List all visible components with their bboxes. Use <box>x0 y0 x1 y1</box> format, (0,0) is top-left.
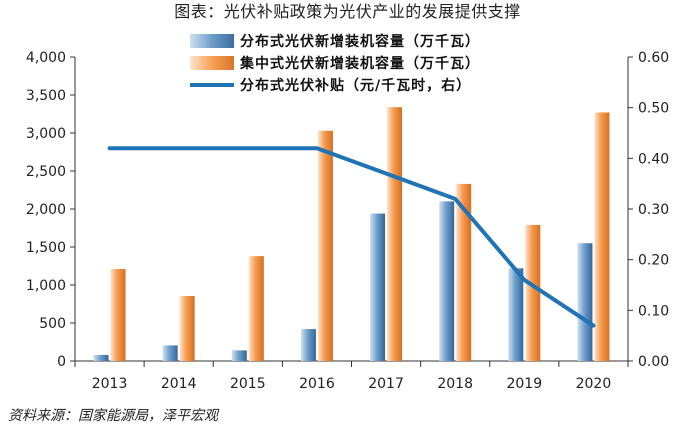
bar-distributed-2018 <box>439 201 455 361</box>
bar-centralized-2013 <box>110 269 126 361</box>
y-left-tick-label: 2,500 <box>26 164 66 180</box>
legend-item-centralized: 集中式光伏新增装机容量（万千瓦） <box>190 52 480 74</box>
bar-centralized-2016 <box>317 130 333 361</box>
x-tick-label-2019: 2019 <box>506 376 542 392</box>
bar-centralized-2015 <box>248 256 264 361</box>
legend-label-subsidy: 分布式光伏补贴（元/千瓦时，右） <box>240 78 472 94</box>
figure-title: 图表：光伏补贴政策为光伏产业的发展提供支撑 <box>174 2 521 21</box>
bar-centralized-2014 <box>179 296 195 361</box>
y-right-tick-label: 0.60 <box>638 50 669 66</box>
tick-labels-layer: 0 500 1,000 1,500 2,000 2,500 3,000 3,500 4,000 0… <box>26 50 669 392</box>
line-layer <box>107 146 596 328</box>
x-tick-label-2015: 2015 <box>230 376 266 392</box>
x-tick-label-2013: 2013 <box>92 376 128 392</box>
y-left-tick-label: 1,000 <box>26 278 66 294</box>
y-right-tick-label: 0.20 <box>638 253 669 269</box>
y-right-tick-label: 0.00 <box>638 354 669 370</box>
bar-distributed-2016 <box>300 329 316 361</box>
y-left-tick-label: 3,000 <box>26 126 66 142</box>
bar-centralized-2017 <box>387 107 403 361</box>
y-left-tick-label: 0 <box>57 354 66 370</box>
legend: 分布式光伏新增装机容量（万千瓦） 集中式光伏新增装机容量（万千瓦） 分布式光伏补… <box>190 30 480 96</box>
y-left-tick-label: 1,500 <box>26 240 66 256</box>
y-left-tick-label: 4,000 <box>26 50 66 66</box>
legend-item-subsidy: 分布式光伏补贴（元/千瓦时，右） <box>190 74 480 96</box>
bars-layer <box>93 107 610 361</box>
bar-distributed-2015 <box>231 350 247 361</box>
bar-distributed-2014 <box>162 345 178 361</box>
bar-centralized-2018 <box>456 183 472 361</box>
y-right-tick-label: 0.50 <box>638 101 669 117</box>
bar-centralized-2020 <box>594 112 610 361</box>
x-tick-label-2014: 2014 <box>161 376 197 392</box>
x-tick-label-2018: 2018 <box>437 376 473 392</box>
source-note: 资料来源：国家能源局，泽平宏观 <box>8 408 218 424</box>
legend-item-distributed: 分布式光伏新增装机容量（万千瓦） <box>190 30 480 52</box>
bar-distributed-2017 <box>370 213 386 361</box>
x-tick-label-2016: 2016 <box>299 376 335 392</box>
bar-distributed-2013 <box>93 354 109 361</box>
x-tick-label-2020: 2020 <box>576 376 612 392</box>
y-right-tick-label: 0.30 <box>638 202 669 218</box>
legend-label-distributed: 分布式光伏新增装机容量（万千瓦） <box>240 34 480 50</box>
legend-swatch-distributed <box>190 34 234 48</box>
y-right-tick-label: 0.10 <box>638 303 669 319</box>
legend-swatch-centralized <box>190 56 234 70</box>
x-tick-label-2017: 2017 <box>368 376 404 392</box>
legend-swatch-subsidy <box>190 83 234 87</box>
y-left-tick-label: 500 <box>39 316 66 332</box>
y-right-tick-label: 0.40 <box>638 151 669 167</box>
y-left-tick-label: 3,500 <box>26 88 66 104</box>
legend-label-centralized: 集中式光伏新增装机容量（万千瓦） <box>240 56 480 72</box>
axes-layer <box>70 56 633 367</box>
bar-distributed-2019 <box>508 268 524 361</box>
line-subsidy <box>107 146 596 328</box>
bar-centralized-2019 <box>525 224 541 361</box>
bar-distributed-2020 <box>577 243 593 361</box>
y-left-tick-label: 2,000 <box>26 202 66 218</box>
